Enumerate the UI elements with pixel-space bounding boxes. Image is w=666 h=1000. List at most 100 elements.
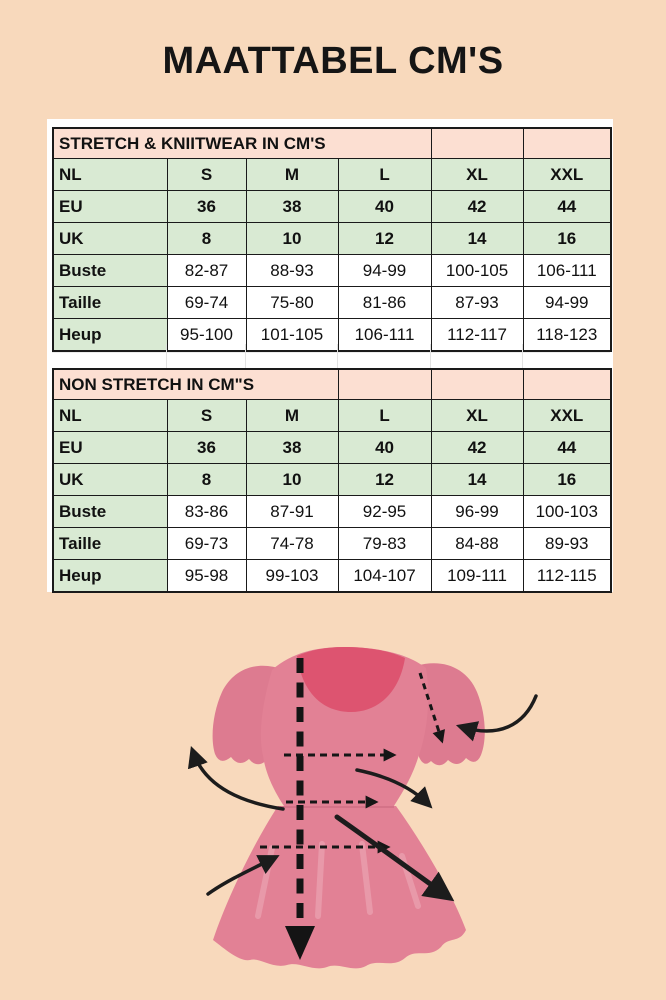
spreadsheet-gap-row: [52, 344, 610, 368]
value-cell: 16: [522, 463, 612, 496]
value-cell: 40: [337, 190, 432, 223]
value-cell: 8: [166, 463, 247, 496]
value-cell: 112-115: [522, 559, 612, 593]
value-cell: M: [245, 158, 339, 191]
table-row: Heup 95-98 99-103 104-107 109-111 112-115: [52, 559, 612, 593]
value-cell: 118-123: [522, 318, 612, 352]
measurement-diagram: Lengte meet je vanaf het hoogste punt va…: [0, 620, 666, 1000]
value-cell: 112-117: [430, 318, 524, 352]
table-row: UK 8 10 12 14 16: [52, 463, 612, 496]
value-cell: 44: [522, 431, 612, 464]
table-row: NL S M L XL XXL: [52, 399, 612, 432]
value-cell: 38: [245, 431, 339, 464]
value-cell: 87-93: [430, 286, 524, 319]
row-label-cell: NL: [52, 158, 168, 191]
value-cell: 94-99: [337, 254, 432, 287]
value-cell: 44: [522, 190, 612, 223]
value-cell: 12: [337, 222, 432, 255]
row-label-cell: Taille: [52, 527, 168, 560]
value-cell: 12: [337, 463, 432, 496]
table-row: UK 8 10 12 14 16: [52, 222, 612, 255]
row-label-cell: UK: [52, 463, 168, 496]
buste-arrow: [355, 768, 433, 809]
table-title-cell: NON STRETCH IN CM"S: [52, 368, 339, 400]
row-label-cell: Buste: [52, 495, 168, 528]
value-cell: 74-78: [245, 527, 339, 560]
value-cell: 106-111: [522, 254, 612, 287]
page-title: MAATTABEL CM'S: [162, 40, 504, 82]
size-tables-panel: STRETCH & KNIITWEAR IN CM'S NL S M L XL XXL EU 3…: [47, 119, 613, 593]
table-row: Buste 82-87 88-93 94-99 100-105 106-111: [52, 254, 612, 287]
gap-gridline: [522, 344, 523, 368]
table-row: Taille 69-74 75-80 81-86 87-93 94-99: [52, 286, 612, 319]
row-label-cell: Buste: [52, 254, 168, 287]
value-cell: 106-111: [337, 318, 432, 352]
table-row: Buste 83-86 87-91 92-95 96-99 100-103: [52, 495, 612, 528]
gap-gridline: [245, 344, 246, 368]
table-row: Heup 95-100 101-105 106-111 112-117 118-123: [52, 318, 612, 352]
sleeve-dashed-line: [418, 672, 445, 744]
row-label-cell: NL: [52, 399, 168, 432]
value-cell: 100-105: [430, 254, 524, 287]
value-cell: 69-74: [166, 286, 247, 319]
row-label-cell: Heup: [52, 559, 168, 593]
value-cell: S: [166, 158, 247, 191]
non-stretch-table: NON STRETCH IN CM"S NL S M L XL XXL EU 36 38 40 42 4…: [52, 368, 613, 593]
value-cell: 82-87: [166, 254, 247, 287]
gap-gridline: [166, 344, 167, 368]
value-cell: S: [166, 399, 247, 432]
value-cell: M: [245, 399, 339, 432]
dress-skirt: [213, 806, 466, 969]
value-cell: XL: [430, 158, 524, 191]
value-cell: 88-93: [245, 254, 339, 287]
table-title-empty-cell: [522, 368, 612, 400]
row-label-cell: EU: [52, 431, 168, 464]
value-cell: 42: [430, 190, 524, 223]
table-row: EU 36 38 40 42 44: [52, 431, 612, 464]
value-cell: 96-99: [430, 495, 524, 528]
value-cell: 8: [166, 222, 247, 255]
length-arrowhead: [285, 926, 315, 960]
value-cell: 92-95: [337, 495, 432, 528]
value-cell: 10: [245, 222, 339, 255]
taille-arrow: [334, 814, 455, 902]
value-cell: 104-107: [337, 559, 432, 593]
value-cell: 42: [430, 431, 524, 464]
value-cell: L: [337, 399, 432, 432]
table-title-empty-cell: [337, 368, 432, 400]
value-cell: 94-99: [522, 286, 612, 319]
value-cell: 79-83: [337, 527, 432, 560]
value-cell: XXL: [522, 399, 612, 432]
value-cell: XL: [430, 399, 524, 432]
value-cell: 81-86: [337, 286, 432, 319]
table-title-empty-cell: [430, 368, 524, 400]
gap-gridline: [430, 344, 431, 368]
gap-gridline: [52, 352, 610, 353]
dress-neckline: [297, 647, 405, 712]
gap-gridline: [337, 344, 338, 368]
value-cell: XXL: [522, 158, 612, 191]
table-title-empty-cell: [430, 127, 524, 159]
table-title-row: NON STRETCH IN CM"S: [52, 368, 612, 400]
value-cell: 14: [430, 463, 524, 496]
value-cell: 101-105: [245, 318, 339, 352]
stretch-knitwear-table: STRETCH & KNIITWEAR IN CM'S NL S M L XL XXL EU 3…: [52, 127, 613, 352]
value-cell: 10: [245, 463, 339, 496]
dress-illustration: [187, 647, 538, 969]
table-row: NL S M L XL XXL: [52, 158, 612, 191]
value-cell: 89-93: [522, 527, 612, 560]
mouw-arrow: [455, 694, 538, 742]
table-title-row: STRETCH & KNIITWEAR IN CM'S: [52, 127, 612, 159]
table-row: EU 36 38 40 42 44: [52, 190, 612, 223]
heup-arrow: [206, 855, 280, 896]
value-cell: 95-98: [166, 559, 247, 593]
value-cell: 16: [522, 222, 612, 255]
lengte-arrow: [187, 746, 285, 811]
table-row: Taille 69-73 74-78 79-83 84-88 89-93: [52, 527, 612, 560]
value-cell: 99-103: [245, 559, 339, 593]
value-cell: 109-111: [430, 559, 524, 593]
value-cell: 69-73: [166, 527, 247, 560]
row-label-cell: EU: [52, 190, 168, 223]
value-cell: 75-80: [245, 286, 339, 319]
